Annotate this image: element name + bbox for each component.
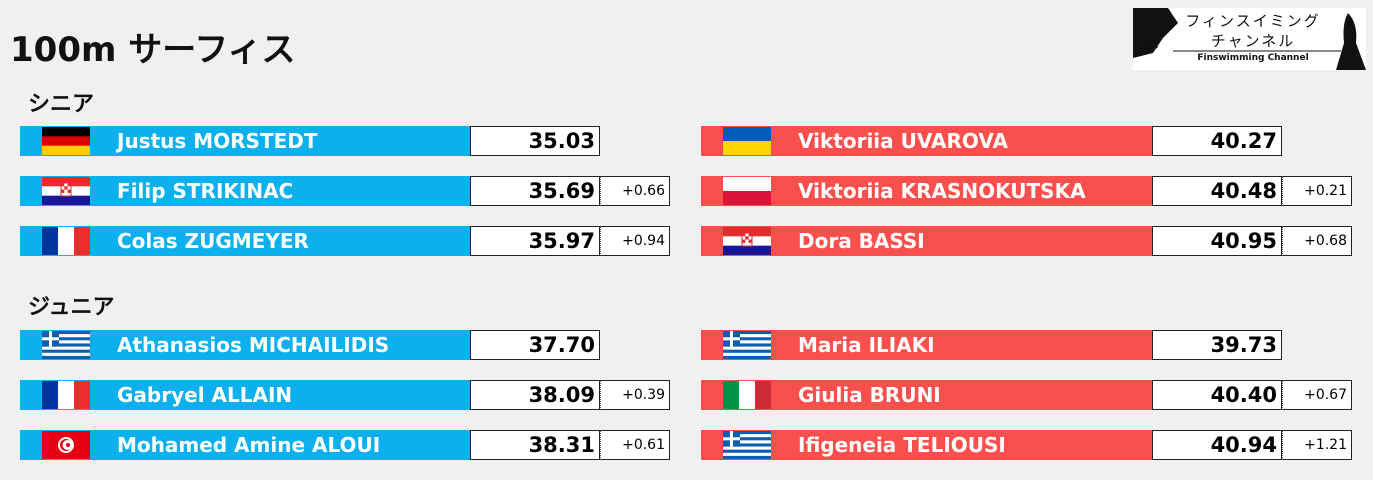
time: 37.70 [528, 333, 595, 357]
logo-line: チャンネル [1210, 32, 1296, 50]
time: 38.31 [528, 433, 595, 457]
time-diff: +0.39 [622, 387, 665, 403]
flag [42, 381, 90, 409]
time-cell: 40.27 [1152, 126, 1282, 156]
athlete-name: Gabryel ALLAIN [117, 383, 293, 407]
logo-art [1133, 8, 1366, 70]
athlete-bar: Maria ILIAKI [701, 330, 1152, 360]
athlete-bar: Ifigeneia TELIOUSI [701, 430, 1152, 460]
time-cell: 37.70 [470, 330, 600, 360]
time-cell: 40.95 [1152, 226, 1282, 256]
time-cell: 40.40 [1152, 380, 1282, 410]
time: 40.94 [1210, 433, 1277, 457]
diff-cell: +0.67 [1282, 380, 1352, 410]
athlete-name: Viktoriia KRASNOKUTSKA [798, 179, 1086, 203]
athlete-name: Athanasios MICHAILIDIS [117, 333, 390, 357]
athlete-bar: Filip STRIKINAC [20, 176, 470, 206]
athlete-bar: Giulia BRUNI [701, 380, 1152, 410]
athlete-name: Giulia BRUNI [798, 383, 941, 407]
athlete-bar: Athanasios MICHAILIDIS [20, 330, 470, 360]
time: 38.09 [528, 383, 595, 407]
flag [42, 331, 90, 359]
time-diff: +0.66 [622, 183, 665, 199]
time-diff: +1.21 [1304, 437, 1347, 453]
athlete-bar: Dora BASSI [701, 226, 1152, 256]
flag [723, 177, 771, 205]
time: 35.03 [528, 129, 595, 153]
athlete-bar: Viktoriia UVAROVA [701, 126, 1152, 156]
diff-cell: +0.94 [600, 226, 670, 256]
flag [723, 381, 771, 409]
athlete-bar: Mohamed Amine ALOUI [20, 430, 470, 460]
time-diff: +0.94 [622, 233, 665, 249]
athlete-bar: Viktoriia KRASNOKUTSKA [701, 176, 1152, 206]
time: 40.27 [1210, 129, 1277, 153]
time-diff: +0.68 [1304, 233, 1347, 249]
channel-logo: フィンスイミング チャンネル Finswimming Channel [1133, 8, 1366, 70]
athlete-name: Justus MORSTEDT [117, 129, 318, 153]
diff-cell: +0.68 [1282, 226, 1352, 256]
flag [42, 177, 90, 205]
time-cell: 39.73 [1152, 330, 1282, 360]
section-label: ジュニア [28, 295, 115, 320]
time-cell: 35.03 [470, 126, 600, 156]
athlete-name: Filip STRIKINAC [117, 179, 294, 203]
athlete-bar: Justus MORSTEDT [20, 126, 470, 156]
time: 40.95 [1210, 229, 1277, 253]
athlete-name: Viktoriia UVAROVA [798, 129, 1008, 153]
flag [42, 431, 90, 459]
time: 35.97 [528, 229, 595, 253]
flag [723, 227, 771, 255]
athlete-name: Mohamed Amine ALOUI [117, 433, 381, 457]
diff-cell: +0.66 [600, 176, 670, 206]
section-label: シニア [28, 92, 95, 117]
time: 40.40 [1210, 383, 1277, 407]
time-cell: 38.09 [470, 380, 600, 410]
time-diff: +0.67 [1304, 387, 1347, 403]
time-cell: 35.97 [470, 226, 600, 256]
time-cell: 40.94 [1152, 430, 1282, 460]
diff-cell: +0.61 [600, 430, 670, 460]
logo-line: Finswimming Channel [1197, 53, 1309, 63]
flag [42, 127, 90, 155]
flag [42, 227, 90, 255]
athlete-name: Ifigeneia TELIOUSI [798, 433, 1006, 457]
athlete-bar: Gabryel ALLAIN [20, 380, 470, 410]
diff-cell: +1.21 [1282, 430, 1352, 460]
time-cell: 35.69 [470, 176, 600, 206]
logo-line: フィンスイミング [1185, 12, 1321, 30]
time: 35.69 [528, 179, 595, 203]
page-title: 100m サーフィス [10, 30, 296, 70]
time-cell: 38.31 [470, 430, 600, 460]
time-cell: 40.48 [1152, 176, 1282, 206]
diff-cell: +0.39 [600, 380, 670, 410]
flag [723, 431, 771, 459]
time-diff: +0.61 [622, 437, 665, 453]
time-diff: +0.21 [1304, 183, 1347, 199]
diff-cell: +0.21 [1282, 176, 1352, 206]
athlete-name: Dora BASSI [798, 229, 925, 253]
flag [723, 331, 771, 359]
athlete-name: Maria ILIAKI [798, 333, 935, 357]
flag [723, 127, 771, 155]
athlete-bar: Colas ZUGMEYER [20, 226, 470, 256]
time: 39.73 [1210, 333, 1277, 357]
time: 40.48 [1210, 179, 1277, 203]
athlete-name: Colas ZUGMEYER [117, 229, 309, 253]
